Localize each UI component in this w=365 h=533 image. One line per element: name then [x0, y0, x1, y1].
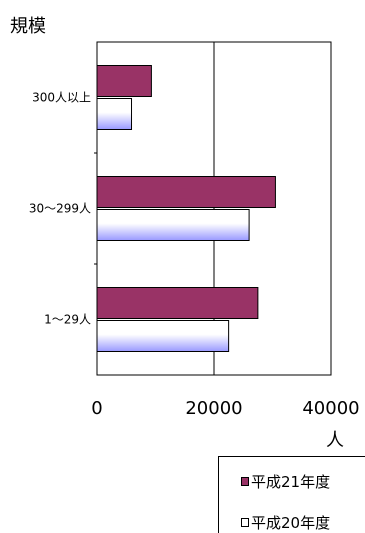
plot-border [96, 41, 332, 376]
bar-h20 [96, 320, 230, 352]
x-tick-label: 20000 [185, 398, 242, 419]
x-tick-label: 0 [91, 398, 102, 419]
bar-h20 [96, 209, 250, 241]
legend-item-h21: 平成21年度 [241, 471, 330, 492]
category-label: 30～299人 [29, 202, 91, 216]
legend: 平成21年度 平成20年度 [218, 456, 365, 533]
legend-swatch-h20 [241, 518, 249, 527]
legend-item-h20: 平成20年度 [241, 512, 330, 533]
category-label: 300人以上 [32, 91, 91, 105]
legend-label-h20: 平成20年度 [251, 514, 331, 532]
category-label: 1～29人 [44, 313, 91, 327]
legend-label-h21: 平成21年度 [251, 473, 331, 491]
bar-h21 [96, 176, 276, 208]
x-axis-unit: 人 [326, 430, 344, 451]
plot-area: 300人以上 30～299人 1～29人 0 20000 40000 [29, 41, 360, 419]
x-tick-label: 40000 [302, 398, 359, 419]
legend-swatch-h21 [241, 477, 249, 486]
bar-h21 [96, 287, 259, 319]
bar-h21 [96, 65, 152, 97]
chart-title: 規模 [10, 16, 46, 37]
bar-h20 [96, 98, 133, 130]
